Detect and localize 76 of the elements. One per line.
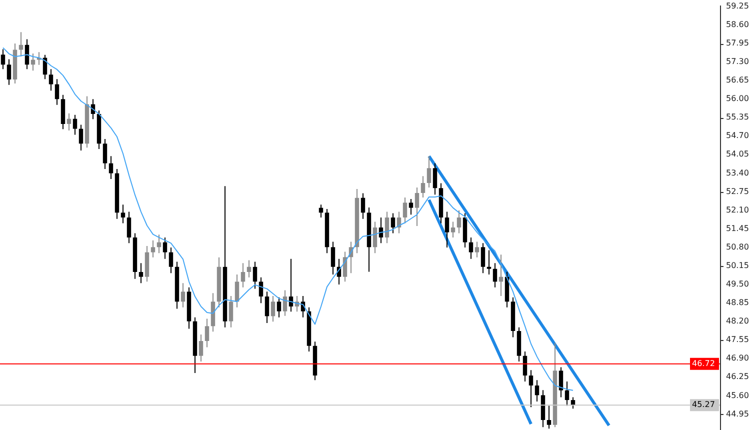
candlestick [0, 48, 6, 70]
candlestick [252, 261, 258, 290]
y-tick-label: 49.50 [726, 280, 749, 289]
candlestick [66, 112, 72, 132]
candlestick [18, 32, 24, 57]
candlestick [486, 250, 492, 276]
candlestick [384, 211, 390, 244]
candlestick [54, 78, 60, 106]
y-tick-label: 54.70 [726, 131, 749, 140]
candlestick [240, 262, 246, 288]
candlestick [468, 236, 474, 260]
candlestick [534, 380, 540, 402]
y-tick-label: 46.90 [726, 354, 749, 363]
candlestick [564, 381, 570, 406]
candlestick [474, 241, 480, 258]
candlestick [450, 221, 456, 238]
candlestick [198, 334, 204, 362]
y-tick-label: 54.05 [726, 150, 749, 159]
y-tick-label: 47.55 [726, 335, 749, 344]
candlestick [246, 260, 252, 278]
candlestick [432, 162, 438, 196]
candlestick [282, 290, 288, 316]
candlestick [72, 114, 78, 136]
candlestick [78, 124, 84, 151]
candlestick [204, 318, 210, 348]
y-tick-label: 57.95 [726, 38, 749, 48]
candlestick [162, 236, 168, 260]
y-tick-label: 53.40 [726, 168, 749, 178]
y-tick-label: 56.00 [726, 94, 749, 104]
candlestick [426, 156, 432, 188]
candlestick [330, 241, 336, 276]
y-tick-label: 48.85 [726, 298, 749, 308]
ref-line-label: 45.27 [692, 400, 715, 410]
y-tick-label: 55.35 [726, 112, 749, 122]
candlestick [180, 282, 186, 308]
candlestick [168, 246, 174, 274]
candlestick [546, 405, 552, 430]
y-tick-label: 56.65 [726, 76, 749, 85]
candlestick [6, 58, 12, 86]
candlestick [276, 296, 282, 318]
y-tick-label: 52.10 [726, 205, 749, 214]
y-tick-label: 57.30 [726, 57, 749, 66]
candlestick [402, 197, 408, 224]
candlestick [126, 211, 132, 244]
candlestick [456, 210, 462, 234]
candlestick [414, 187, 420, 227]
candlestick [102, 138, 108, 170]
y-tick-label: 50.15 [726, 260, 749, 270]
candlestick [360, 192, 366, 220]
y-tick-label: 52.75 [726, 186, 749, 196]
candlestick [558, 366, 564, 398]
y-tick-label: 46.25 [726, 372, 749, 382]
candlestick [264, 291, 270, 324]
candlestick [120, 204, 126, 224]
candlestick [444, 211, 450, 248]
y-tick-label: 58.60 [726, 20, 749, 29]
candlestick [408, 198, 414, 216]
candlestick [228, 295, 234, 328]
ref-line-label: 46.72 [692, 358, 715, 368]
y-tick-label: 59.25 [726, 1, 749, 10]
candlestick [270, 295, 276, 322]
candlestick [108, 156, 114, 180]
candlestick [150, 240, 156, 258]
candlestick [234, 274, 240, 308]
y-tick-label: 45.60 [726, 390, 749, 400]
candlestick [480, 242, 486, 274]
candlestick [420, 176, 426, 198]
candlestick [492, 262, 498, 288]
candlestick [138, 262, 144, 284]
y-tick-label: 50.80 [726, 242, 749, 252]
candlestick [48, 68, 54, 92]
candlestick [528, 370, 534, 408]
y-tick-label: 44.95 [726, 409, 749, 418]
candlestick [390, 212, 396, 234]
y-tick-label: 51.45 [726, 224, 749, 233]
y-tick-label: 48.20 [726, 316, 749, 326]
